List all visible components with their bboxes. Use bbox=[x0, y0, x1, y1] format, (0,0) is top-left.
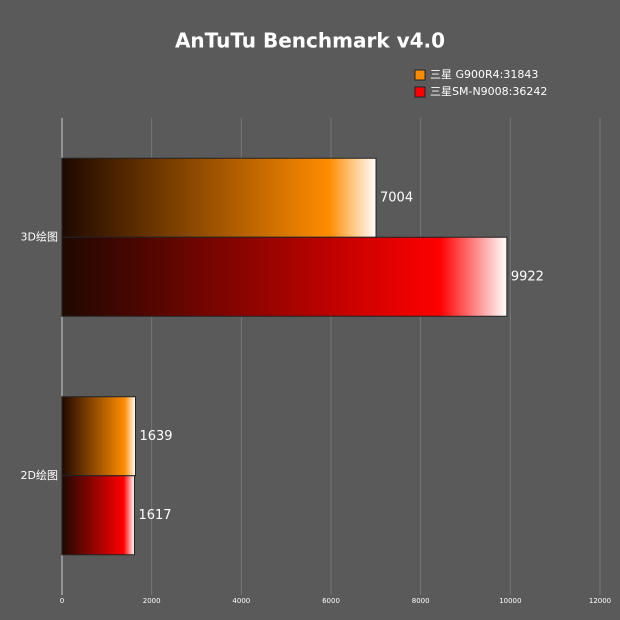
legend-swatch bbox=[414, 86, 426, 98]
x-tick-label: 10000 bbox=[499, 597, 521, 605]
value-label: 7004 bbox=[380, 190, 413, 205]
x-tick-label: 12000 bbox=[589, 597, 611, 605]
value-label: 1639 bbox=[139, 429, 172, 444]
bar bbox=[61, 396, 136, 477]
value-label: 9922 bbox=[511, 269, 544, 284]
legend-label: 三星 G900R4:31843 bbox=[430, 68, 538, 81]
legend-swatch bbox=[414, 69, 426, 81]
legend-label: 三星SM-N9008:36242 bbox=[430, 85, 547, 98]
bar bbox=[61, 475, 135, 556]
x-tick-label: 0 bbox=[60, 597, 64, 605]
y-tick-label: 2D绘图 bbox=[21, 468, 58, 482]
x-tick-label: 6000 bbox=[322, 597, 340, 605]
bar bbox=[61, 157, 377, 238]
x-tick-label: 2000 bbox=[143, 597, 161, 605]
x-tick-label: 4000 bbox=[232, 597, 250, 605]
x-tick-label: 8000 bbox=[412, 597, 430, 605]
chart-title: AnTuTu Benchmark v4.0 bbox=[175, 29, 445, 53]
bar bbox=[61, 236, 508, 317]
value-label: 1617 bbox=[138, 508, 171, 523]
y-tick-label: 3D绘图 bbox=[21, 229, 58, 243]
